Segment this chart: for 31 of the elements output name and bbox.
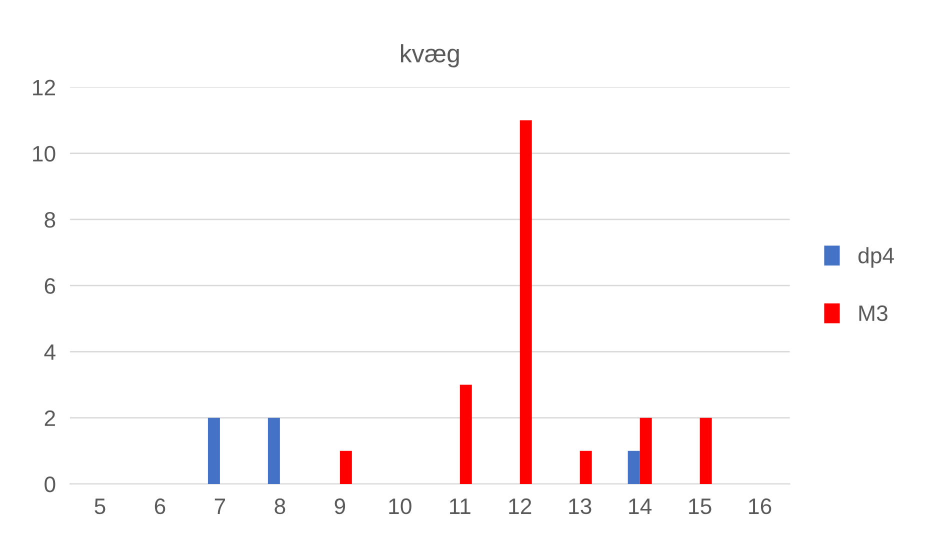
x-tick-label: 16 xyxy=(749,498,772,514)
x-tick-label: 11 xyxy=(450,498,470,514)
bar xyxy=(208,418,220,484)
x-tick-label: 12 xyxy=(509,498,532,514)
bar xyxy=(580,450,592,484)
bar xyxy=(268,418,280,484)
y-tick-label: 4 xyxy=(44,344,56,360)
x-tick-label: 15 xyxy=(689,498,712,514)
x-tick-label: 5 xyxy=(94,498,106,514)
x-tick-label: 14 xyxy=(629,498,652,514)
x-tick-label: 8 xyxy=(274,498,286,514)
y-tick-label: 12 xyxy=(33,80,55,96)
legend-label: dp4 xyxy=(858,247,894,268)
x-tick-label: 6 xyxy=(154,498,166,514)
x-tick-label: 7 xyxy=(214,498,226,514)
bar xyxy=(700,418,712,484)
y-tick-label: 8 xyxy=(44,212,56,228)
x-tick-label: 10 xyxy=(389,498,412,514)
y-tick-label: 6 xyxy=(44,278,56,294)
legend-label: M3 xyxy=(859,305,888,322)
x-tick-label: 13 xyxy=(569,498,592,514)
y-tick-label: 10 xyxy=(33,146,56,162)
bar xyxy=(520,120,532,484)
y-tick-label: 2 xyxy=(44,410,55,426)
bar xyxy=(340,450,352,484)
x-tick-label: 9 xyxy=(334,498,346,514)
bar xyxy=(460,384,472,484)
y-tick-label: 0 xyxy=(44,476,56,492)
bar xyxy=(640,418,652,484)
chart-title: kvæg xyxy=(401,44,459,68)
bar xyxy=(628,450,640,484)
